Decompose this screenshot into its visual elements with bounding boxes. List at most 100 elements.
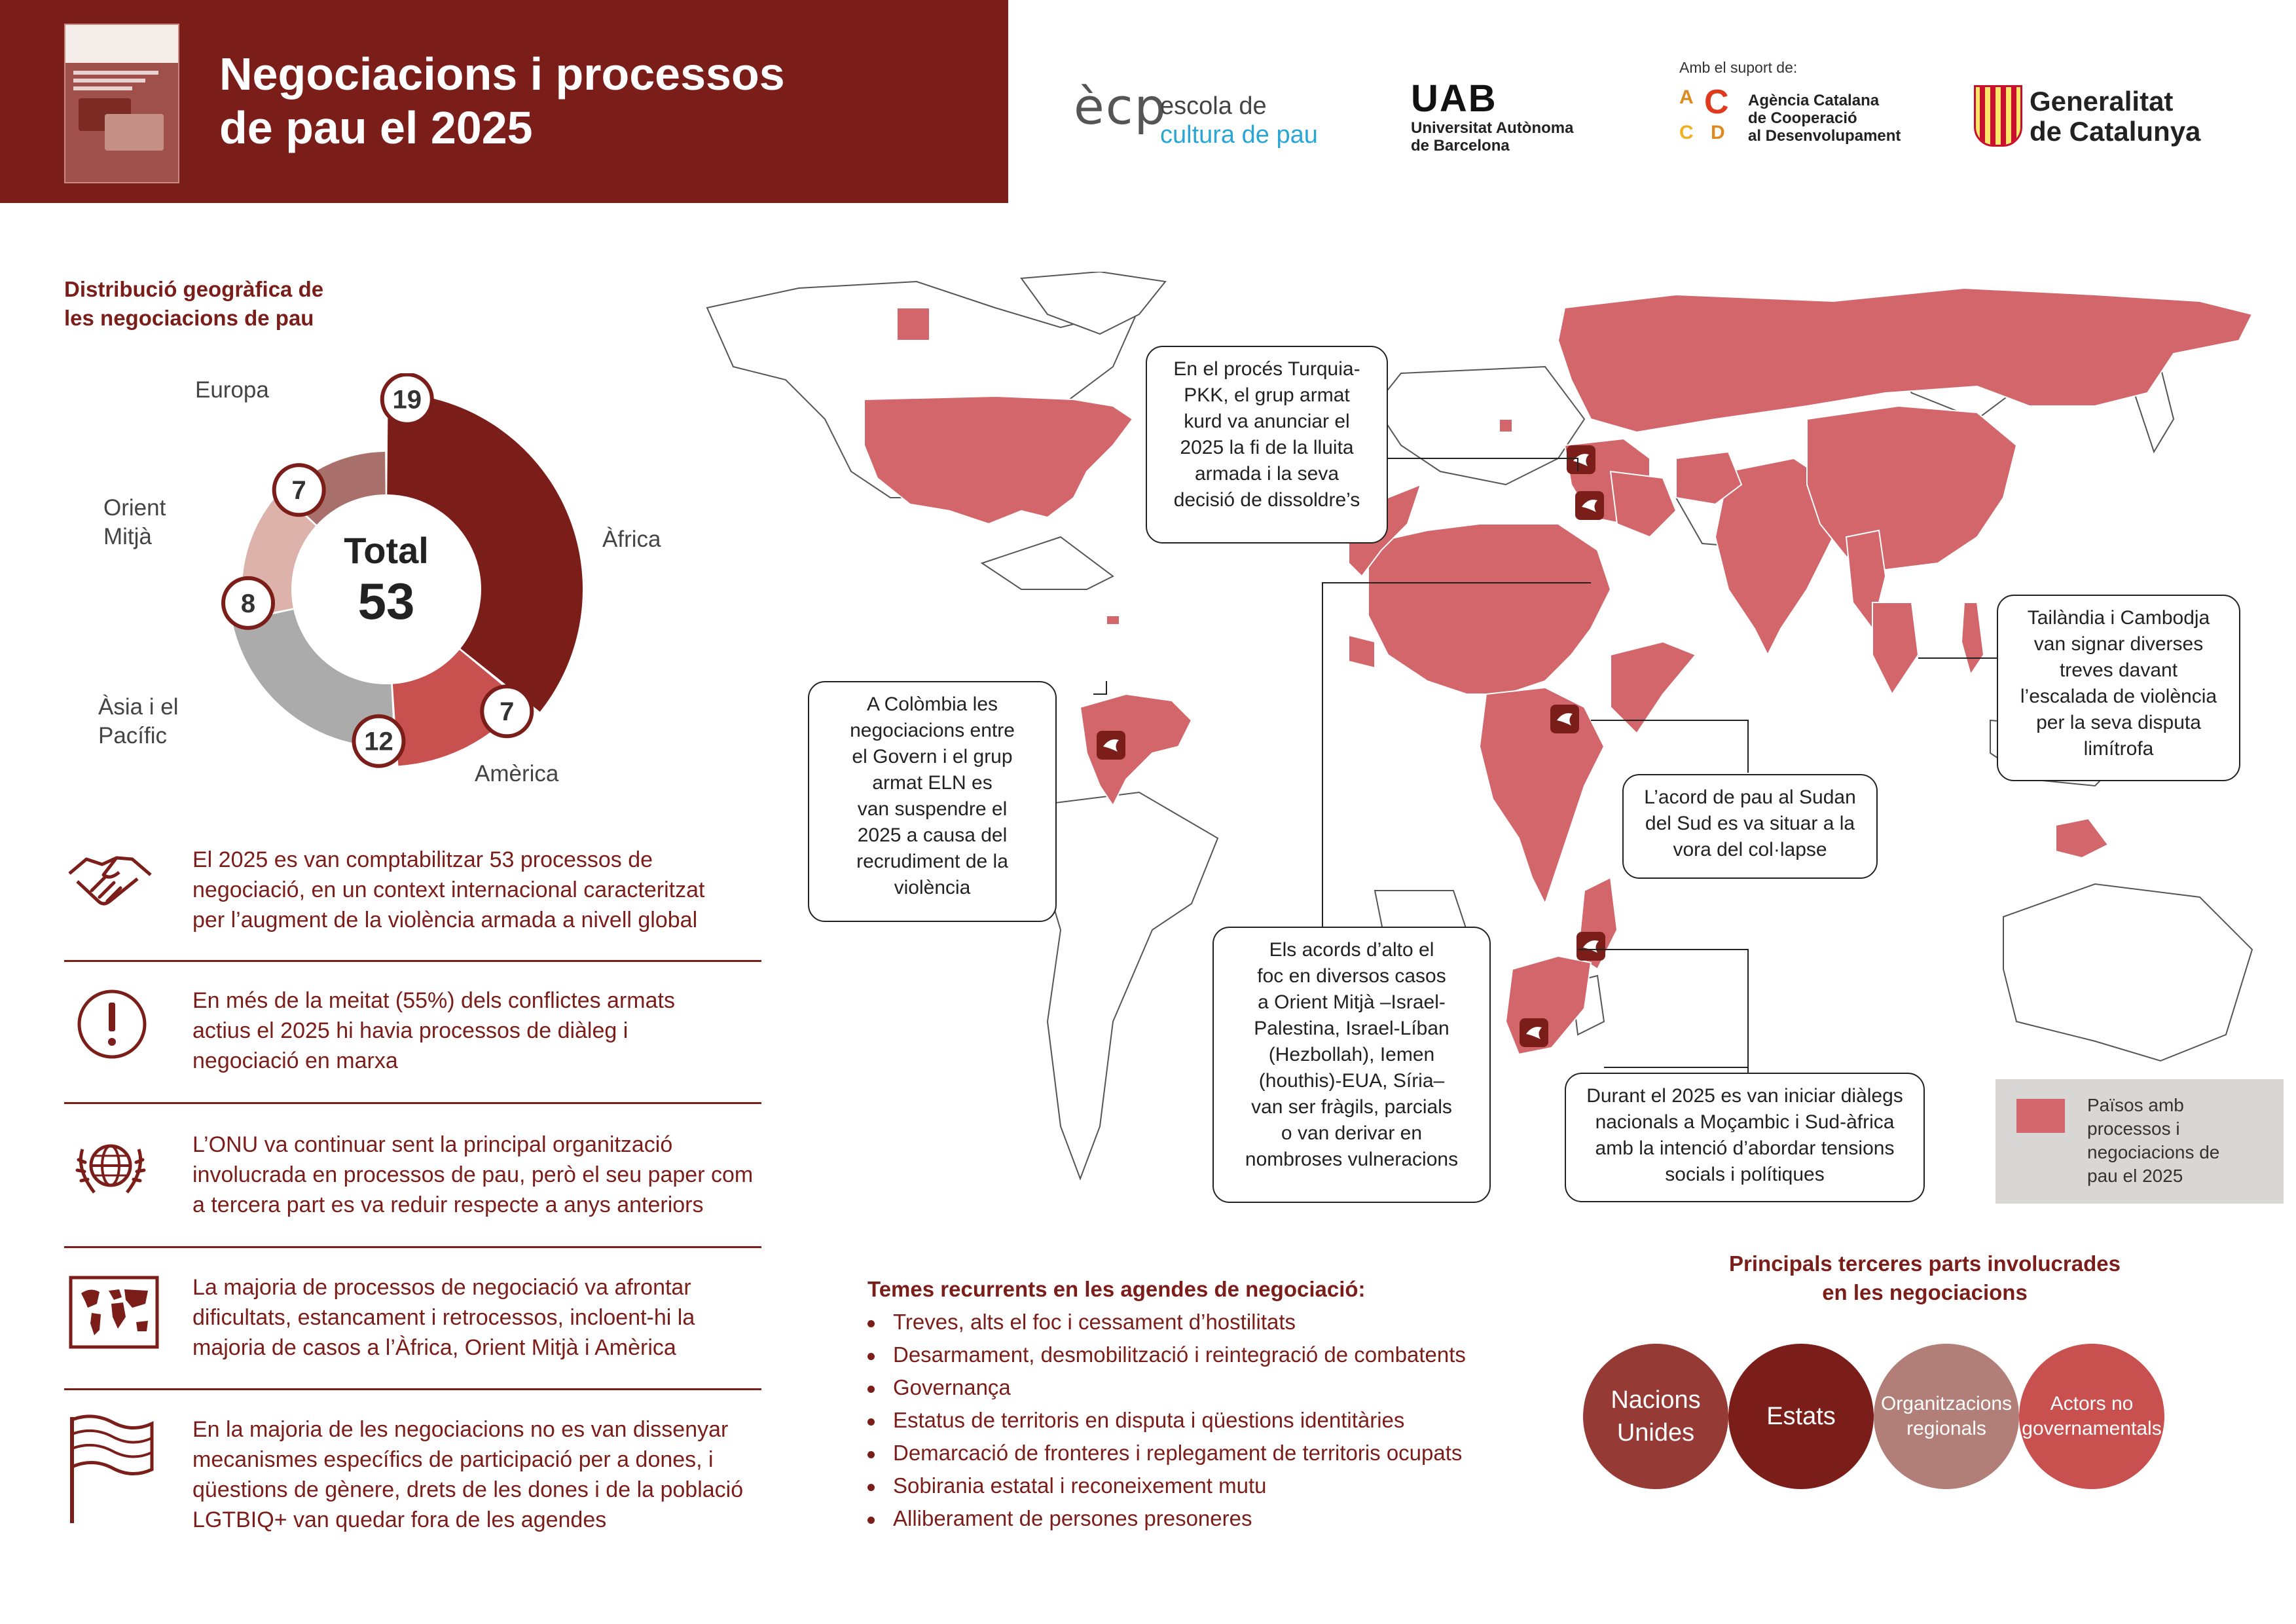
region-china: [1806, 405, 2018, 571]
callout-middle-east-line-2: foc en diversos casos: [1257, 965, 1446, 987]
dove-icon: [1573, 454, 1589, 466]
uab-logo-line-1: Universitat Autònoma: [1411, 119, 1574, 137]
theme-item-3-text: Governança: [893, 1375, 1011, 1399]
donut-label-orient-line-2: Mitjà: [103, 524, 152, 549]
callout-middle-east-line-3: a Orient Mitjà –Israel-: [1258, 991, 1446, 1013]
legend-line-1: Països amb: [2087, 1095, 2184, 1115]
callout-colombia-line-6: 2025 a causa del: [857, 824, 1008, 846]
legend-line-4: pau el 2025: [2087, 1166, 2183, 1186]
callout-turkey-line-2: PKK, el grup armat: [1184, 384, 1350, 406]
distribution-heading-line-1: Distribució geogràfica de: [64, 277, 324, 301]
callout-thailand-line-6: limítrofa: [2083, 738, 2154, 760]
callout-mozambique-line-4: socials i polítiques: [1665, 1164, 1825, 1185]
map-markers: [1097, 445, 1605, 1047]
support-label: Amb el suport de:: [1679, 59, 1798, 76]
region-central-africa: [1478, 686, 1605, 906]
fact-text-1: El 2025 es van comptabilitzar 53 process…: [192, 845, 704, 935]
fact-text-3: L’ONU va continuar sent la principal org…: [192, 1130, 753, 1220]
fact-divider: [64, 960, 761, 962]
accd-logo-mark: A C C D: [1679, 83, 1740, 147]
gencat-logo-line-1: Generalitat: [2030, 86, 2174, 117]
accd-letter-c1: C: [1704, 83, 1729, 121]
callout-colombia-line-7: recrudiment de la: [856, 851, 1008, 872]
region-philippines: [1960, 602, 1985, 676]
callout-thailand-cambodia: Tailàndia i Cambodja van signar diverses…: [1997, 595, 2240, 781]
callout-connectors: [1093, 458, 1997, 1074]
gencat-emblem-icon: [1974, 85, 2022, 147]
donut-value-badge: [221, 576, 276, 630]
callout-middle-east-line-1: Els acords d’alto el: [1269, 939, 1434, 961]
region-united-states: [864, 395, 1134, 525]
fact-5-line-1: En la majoria de les negociacions no es …: [192, 1417, 729, 1442]
donut-label-europa: Europa: [195, 377, 269, 403]
fact-text-2: En més de la meitat (55%) dels conflicte…: [192, 986, 675, 1076]
fact-text-5: En la majoria de les negociacions no es …: [192, 1414, 743, 1535]
page-title: Negociacions i processos de pau el 2025: [219, 47, 992, 155]
third-party-estats: Estats: [1728, 1344, 1874, 1489]
callout-middle-east-line-5: (Hezbollah), Iemen: [1268, 1044, 1435, 1065]
region-afghanistan: [1675, 451, 1743, 506]
map-legend: Països amb processos i negociacions de p…: [1995, 1079, 2284, 1204]
fact-2-line-2: actius el 2025 hi havia processos de dià…: [192, 1018, 629, 1043]
callout-mozambique-line-2: nacionals a Moçambic i Sud-àfrica: [1595, 1111, 1895, 1133]
donut-value-badge: [380, 373, 434, 426]
callout-turkey-line-5: armada i la seva: [1194, 463, 1339, 485]
theme-item-1-text: Treves, alts el foc i cessament d’hostil…: [893, 1310, 1296, 1334]
accd-logo-line-2: de Cooperació: [1748, 109, 1857, 127]
region-north-africa: [1368, 523, 1612, 695]
fact-divider: [64, 1388, 761, 1390]
donut-value-label: 8: [241, 589, 255, 618]
legend-swatch: [2016, 1099, 2065, 1133]
accd-letter-c2: C: [1679, 122, 1694, 143]
third-party-3-line-2: regionals: [1906, 1418, 1986, 1439]
region-horn-of-africa: [1610, 640, 1697, 735]
third-party-4-line-2: governamentals: [2022, 1418, 2162, 1439]
region-papua: [2055, 817, 2109, 859]
theme-item: Desarmament, desmobilització i reintegra…: [867, 1342, 1466, 1367]
callout-colombia-line-1: A Colòmbia les: [866, 693, 998, 715]
region-alaska: [896, 307, 930, 341]
donut-hole: [293, 496, 479, 682]
callout-south-sudan: L’acord de pau al Sudan del Sud es va si…: [1622, 774, 1878, 879]
donut-label-america: Amèrica: [475, 761, 559, 786]
fact-divider: [64, 1246, 761, 1248]
third-party-1-line-1: Nacions: [1611, 1386, 1701, 1414]
donut-segment: [232, 610, 395, 747]
accd-logo-line-3: al Desenvolupament: [1748, 127, 1901, 145]
fact-5-line-4: LGTBIQ+ van quedar fora de les agendes: [192, 1507, 607, 1532]
callout-middle-east-line-7: van ser fràgils, parcials: [1251, 1096, 1452, 1118]
legend-line-3: negociacions de: [2087, 1142, 2220, 1162]
ecp-logo-mark: ècp: [1074, 77, 1167, 136]
dove-icon: [1103, 739, 1119, 752]
ecp-logo-line-2: cultura de pau: [1160, 121, 1318, 149]
fact-text-4: La majoria de processos de negociació va…: [192, 1272, 695, 1363]
fact-3-line-2: involucrada en processos de pau, però el…: [192, 1162, 754, 1187]
donut-label-orient-mitja: Orient Mitjà: [103, 494, 166, 551]
donut-segment: [387, 393, 583, 712]
fact-2-line-3: negociació en marxa: [192, 1048, 398, 1073]
region-caucasus: [1499, 418, 1513, 433]
third-party-1-line-2: Unides: [1616, 1419, 1695, 1447]
callout-colombia-line-4: armat ELN es: [872, 772, 993, 794]
fact-1-line-1: El 2025 es van comptabilitzar 53 process…: [192, 847, 653, 872]
region-colombia-venezuela: [1079, 693, 1193, 807]
uab-logo-line-2: de Barcelona: [1411, 137, 1510, 155]
dove-icon: [1582, 500, 1597, 512]
fact-5-line-2: mecanismes específics de participació pe…: [192, 1447, 714, 1472]
fact-divider: [64, 1102, 761, 1104]
fact-item-5: En la majoria de les negociacions no es …: [64, 1414, 761, 1532]
theme-item-5-text: Demarcació de fronteres i replegament de…: [893, 1441, 1463, 1465]
fact-3-line-1: L’ONU va continuar sent la principal org…: [192, 1132, 673, 1157]
callout-colombia: A Colòmbia les negociacions entre el Gov…: [808, 681, 1057, 922]
fact-1-line-3: per l’augment de la violència armada a n…: [192, 908, 698, 932]
themes-heading: Temes recurrents en les agendes de negoc…: [867, 1277, 1366, 1301]
callout-colombia-line-5: van suspendre el: [857, 798, 1008, 820]
callout-turkey-line-4: 2025 la fi de la lluita: [1180, 437, 1354, 458]
region-haiti: [1106, 615, 1120, 625]
callout-mozambique-line-1: Durant el 2025 es van iniciar diàlegs: [1586, 1085, 1903, 1107]
accd-letter-a: A: [1679, 86, 1694, 108]
theme-item: Estatus de territoris en disputa i qüest…: [867, 1408, 1404, 1433]
gencat-logo-text: Generalitat de Catalunya: [2030, 86, 2200, 147]
donut-value-badge: [272, 463, 326, 517]
callout-thailand-line-2: van signar diverses: [2033, 633, 2204, 655]
